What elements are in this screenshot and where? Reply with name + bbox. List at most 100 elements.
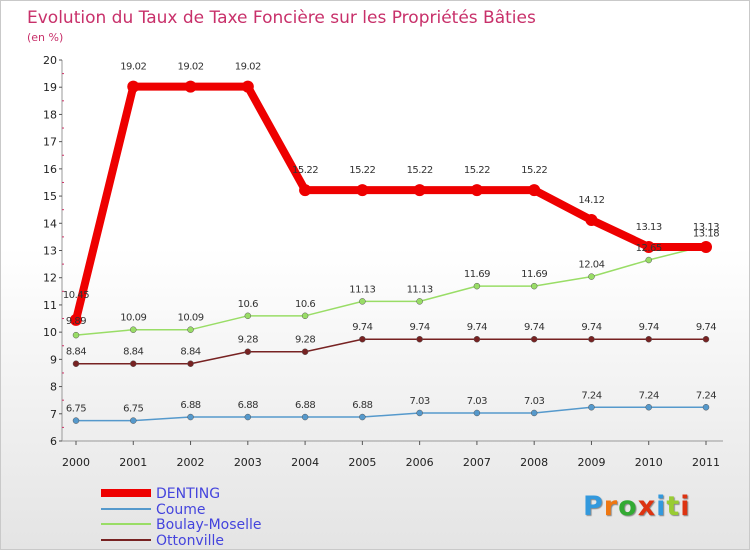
data-point	[642, 240, 655, 253]
data-label: 15.22	[464, 165, 490, 176]
data-point	[470, 184, 483, 197]
data-point	[72, 331, 80, 339]
logo-letter: o	[618, 491, 638, 522]
data-label: 15.22	[521, 165, 547, 176]
data-point	[416, 298, 423, 305]
data-point	[413, 184, 426, 197]
data-label: 9.74	[467, 322, 487, 333]
y-tick-label: 6	[50, 435, 57, 448]
data-label: 6.75	[123, 404, 143, 415]
data-label: 9.74	[410, 322, 430, 333]
logo-letter: i	[680, 491, 691, 522]
data-point	[241, 80, 254, 93]
data-label: 11.69	[464, 269, 490, 280]
data-label: 6.75	[66, 404, 86, 415]
data-label: 14.12	[578, 195, 604, 206]
data-point	[530, 335, 538, 343]
data-point	[588, 273, 595, 280]
data-point	[244, 413, 252, 421]
y-tick-label: 14	[43, 217, 57, 230]
data-point	[702, 404, 710, 411]
data-label: 19.02	[235, 62, 261, 73]
data-label: 9.74	[581, 322, 601, 333]
data-point	[702, 335, 710, 343]
data-label: 11.13	[407, 284, 433, 295]
logo-letter: t	[666, 491, 681, 522]
data-point	[530, 409, 538, 417]
data-label: 7.03	[467, 396, 487, 407]
data-point	[645, 256, 652, 264]
data-point	[72, 360, 80, 367]
data-label: 11.69	[521, 269, 547, 280]
x-tick-label: 2005	[348, 456, 376, 469]
data-label: 15.22	[407, 165, 433, 176]
data-label: 10.45	[63, 290, 89, 301]
data-label: 10.6	[295, 299, 315, 310]
data-point	[416, 409, 423, 417]
data-point	[301, 348, 309, 355]
x-tick-label: 2011	[692, 456, 720, 469]
data-label: 8.84	[123, 347, 143, 358]
data-label: 6.88	[352, 400, 372, 411]
x-tick-label: 2010	[635, 456, 663, 469]
logo-letter: r	[603, 491, 619, 522]
data-point	[359, 335, 366, 343]
data-label: 15.22	[349, 165, 375, 176]
data-point	[130, 326, 137, 333]
data-point	[359, 298, 366, 305]
y-tick-label: 16	[43, 163, 57, 176]
data-label: 9.74	[696, 322, 716, 333]
data-label: 9.89	[66, 316, 86, 327]
series-line-coume	[75, 406, 707, 422]
data-label: 6.88	[238, 400, 258, 411]
y-tick-label: 12	[43, 272, 57, 285]
data-label: 7.24	[581, 390, 601, 401]
y-tick-label: 17	[43, 136, 57, 149]
data-label: 10.09	[120, 313, 146, 324]
data-point	[130, 360, 137, 367]
data-point	[184, 80, 197, 93]
data-point	[244, 312, 252, 320]
x-tick-label: 2002	[177, 456, 205, 469]
legend-label: Coume	[156, 502, 205, 518]
logo-letter: P	[583, 491, 604, 522]
y-tick-label: 13	[43, 245, 57, 258]
legend-label: DENTING	[156, 486, 220, 502]
data-label: 15.22	[292, 165, 318, 176]
data-point	[187, 413, 194, 421]
data-point	[473, 409, 481, 417]
data-label: 13.13	[636, 222, 662, 233]
data-label: 7.24	[696, 390, 716, 401]
logo-letter: x	[637, 491, 657, 522]
data-label: 9.28	[295, 335, 315, 346]
data-label: 19.02	[120, 62, 146, 73]
data-label: 7.03	[524, 396, 544, 407]
logo-letter: i	[656, 491, 667, 522]
x-tick-label: 2001	[119, 456, 147, 469]
data-point	[645, 404, 652, 411]
axes: 6 7 8 9 10 11 12 13 14 15 16 17 18 19 20 2000 2001 2002 20…	[43, 54, 723, 469]
data-point	[588, 335, 595, 343]
data-point	[588, 404, 595, 411]
data-label: 9.74	[524, 322, 544, 333]
data-point	[301, 413, 309, 421]
data-label: 13.18	[693, 229, 719, 240]
proxiti-logo: Proxiti	[583, 491, 691, 522]
data-point	[473, 335, 481, 343]
x-tick-label: 2007	[463, 456, 491, 469]
data-label: 7.24	[639, 390, 659, 401]
y-tick-label: 10	[43, 326, 57, 339]
data-point	[244, 348, 252, 355]
data-point	[130, 417, 137, 424]
data-label: 10.09	[177, 313, 203, 324]
data-point	[187, 326, 194, 333]
x-tick-label: 2009	[577, 456, 605, 469]
y-tick-label: 20	[43, 54, 57, 67]
data-point	[127, 80, 140, 93]
y-tick-label: 9	[50, 353, 57, 366]
x-tick-label: 2006	[406, 456, 434, 469]
y-tick-label: 8	[50, 381, 57, 394]
